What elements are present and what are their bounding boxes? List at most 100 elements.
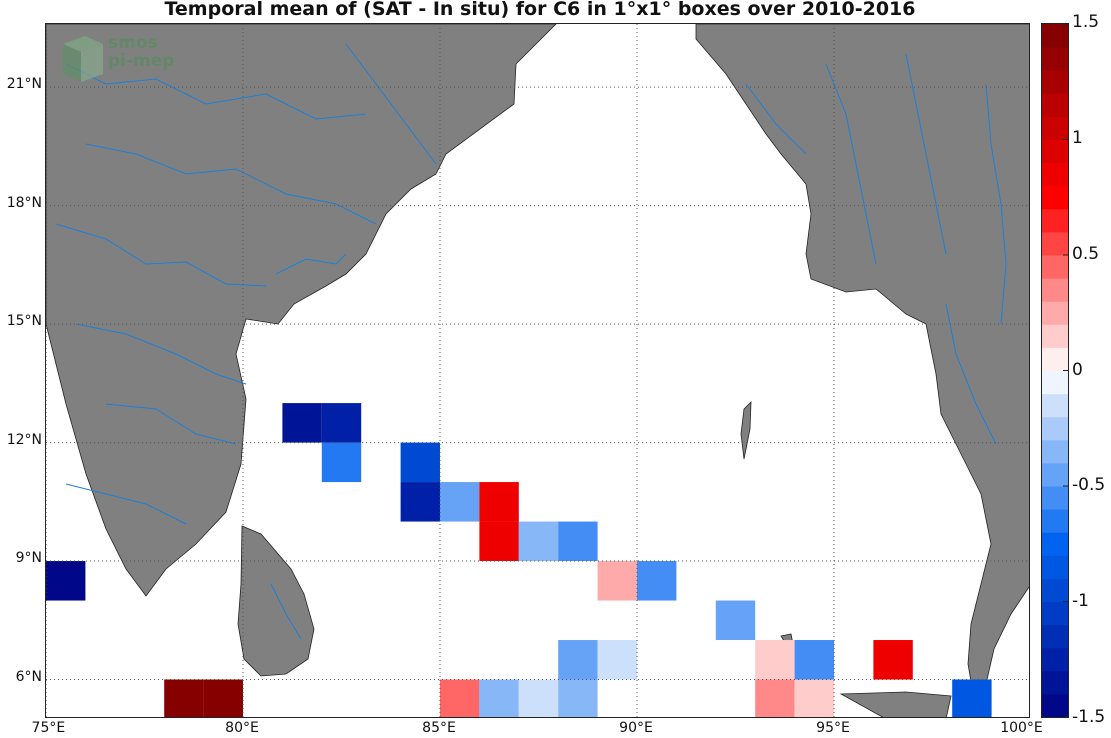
colorbar-swatch — [1042, 231, 1068, 256]
colorbar-swatch — [1042, 509, 1068, 533]
river-line — [345, 43, 437, 165]
heatmap-cell — [440, 482, 480, 522]
colorbar-tick-label: 0 — [1072, 359, 1083, 380]
latitude-tick-label: 15°N — [6, 313, 42, 330]
land-sri-lanka — [237, 525, 315, 677]
heatmap-cell — [558, 521, 598, 562]
colorbar-swatch — [1042, 578, 1068, 602]
heatmap-cell — [479, 679, 519, 717]
river-line — [55, 223, 267, 287]
heatmap-cell — [203, 679, 243, 717]
map-canvas — [46, 24, 1029, 717]
heatmap-cell — [400, 482, 440, 522]
colorbar-swatch — [1042, 624, 1068, 649]
colorbar — [1041, 23, 1069, 718]
colorbar-swatch — [1042, 693, 1068, 717]
heatmap-cell — [518, 679, 559, 717]
longitude-tick-label: 75°E — [31, 720, 66, 736]
colorbar-tick-label: 0.5 — [1072, 243, 1100, 264]
land-sumatra — [839, 691, 952, 717]
river-line — [745, 83, 807, 155]
colorbar-swatch — [1042, 185, 1068, 210]
colorbar-swatch — [1042, 555, 1068, 579]
heatmap-cell — [597, 561, 637, 601]
heatmap-cell — [715, 600, 756, 641]
map-title: Temporal mean of (SAT - In situ) for C6 … — [164, 0, 916, 20]
heatmap-cell — [755, 679, 795, 717]
colorbar-swatch — [1042, 70, 1068, 94]
river-line — [65, 63, 367, 120]
river-line — [270, 583, 302, 640]
colorbar-swatch — [1042, 47, 1068, 71]
heatmap-cell — [755, 640, 795, 680]
heatmap-cell — [558, 679, 598, 717]
colorbar-swatch — [1042, 255, 1068, 279]
heatmap-cell — [637, 561, 677, 601]
heatmap-cell — [164, 679, 204, 717]
colorbar-swatch — [1042, 370, 1068, 395]
colorbar-swatch — [1042, 416, 1068, 441]
colorbar-swatch — [1042, 347, 1068, 371]
heatmap-cell — [282, 403, 322, 443]
heatmap-cell — [597, 640, 637, 680]
colorbar-tick-label: 1 — [1072, 127, 1083, 148]
colorbar-swatch — [1042, 324, 1068, 348]
river-line — [275, 253, 347, 275]
river-line — [905, 53, 947, 255]
latitude-tick-label: 6°N — [15, 668, 42, 685]
colorbar-tick-label: -0.5 — [1072, 475, 1106, 496]
longitude-tick-label: 90°E — [619, 720, 653, 736]
colorbar-swatch — [1042, 670, 1068, 695]
colorbar-swatch — [1042, 393, 1068, 418]
colorbar-swatch — [1042, 532, 1068, 556]
colorbar-swatch — [1042, 139, 1068, 164]
colorbar-swatch — [1042, 162, 1068, 187]
colorbar-swatch — [1042, 208, 1068, 233]
river-line — [825, 63, 877, 265]
heatmap-cell — [321, 403, 362, 443]
logo-line2: pi-mep — [108, 51, 175, 71]
land-india — [46, 24, 557, 597]
heatmap-cell — [952, 679, 992, 717]
heatmap-cells — [46, 403, 992, 717]
latitude-tick-label: 21°N — [6, 76, 42, 93]
colorbar-swatch — [1042, 486, 1068, 510]
smos-logo-icon — [63, 36, 103, 82]
longitude-tick-label: 95°E — [816, 720, 850, 736]
longitude-tick-label: 80°E — [225, 720, 259, 736]
land-masses — [46, 24, 1029, 717]
heatmap-cell — [518, 521, 559, 562]
logo-line1: smos — [108, 33, 158, 53]
heatmap-cell — [321, 442, 362, 483]
heatmap-cell — [440, 679, 480, 717]
river-line — [105, 403, 237, 445]
colorbar-swatch — [1042, 439, 1068, 464]
rivers — [55, 43, 1007, 640]
river-line — [85, 143, 377, 225]
land-myanmar — [695, 24, 1029, 700]
colorbar-swatch — [1042, 116, 1068, 140]
colorbar-swatch — [1042, 24, 1068, 48]
land-andaman — [740, 400, 752, 460]
graticule — [46, 24, 1029, 717]
river-line — [945, 303, 997, 445]
colorbar-swatch — [1042, 647, 1068, 672]
colorbar-swatch — [1042, 301, 1068, 325]
heatmap-cell — [400, 442, 440, 483]
colorbar-swatch — [1042, 278, 1068, 302]
colorbar-tick-label: -1.5 — [1072, 707, 1106, 727]
colorbar-tick-label: 1.5 — [1072, 12, 1100, 32]
heatmap-cell — [873, 640, 913, 680]
heatmap-cell — [46, 561, 86, 601]
river-line — [65, 483, 187, 525]
river-line — [985, 83, 1007, 325]
colorbar-swatch — [1042, 462, 1068, 487]
colorbar-tick-label: -1 — [1072, 591, 1089, 612]
longitude-tick-label: 100°E — [1000, 720, 1043, 736]
heatmap-cell — [479, 521, 519, 562]
colorbar-swatch — [1042, 601, 1068, 626]
heatmap-cell — [794, 640, 834, 680]
heatmap-cell — [794, 679, 834, 717]
map-panel — [45, 23, 1030, 718]
colorbar-swatch — [1042, 93, 1068, 117]
